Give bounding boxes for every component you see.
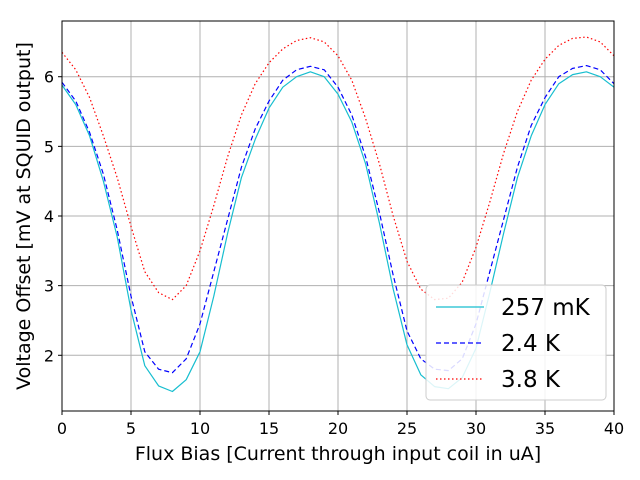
series-line-257-mk — [61, 71, 615, 393]
legend-label-2-4-k: 2.4 K — [501, 331, 561, 357]
legend-label-257-mk: 257 mK — [501, 295, 591, 321]
y-tick-label: 6 — [44, 68, 54, 87]
legend-label-3-8-k: 3.8 K — [501, 367, 561, 393]
series-line-2-4-k — [61, 64, 615, 374]
y-tick-label: 5 — [44, 137, 54, 156]
x-tick-label: 30 — [466, 419, 486, 438]
series-lines — [61, 36, 615, 393]
x-tick-label: 25 — [397, 419, 417, 438]
legend-items: 257 mK 2.4 K 3.8 K — [436, 295, 591, 393]
x-axis-title: Flux Bias [Current through input coil in… — [135, 443, 541, 465]
y-tick-label: 4 — [44, 207, 54, 226]
x-tick-label: 20 — [328, 419, 348, 438]
y-tick-label: 3 — [44, 277, 54, 296]
series-line-3-8-k — [61, 36, 615, 301]
y-tick-label: 2 — [44, 346, 54, 365]
x-tick-label: 0 — [57, 419, 67, 438]
x-tick-label: 15 — [259, 419, 279, 438]
axis-ticks: 0 5 10 15 20 25 30 35 40 2 3 4 5 6 — [44, 68, 624, 438]
y-axis-title: Voltage Offset [mV at SQUID output] — [13, 42, 35, 390]
x-tick-label: 5 — [126, 419, 136, 438]
x-tick-label: 40 — [604, 419, 624, 438]
x-tick-label: 10 — [190, 419, 210, 438]
x-tick-label: 35 — [535, 419, 555, 438]
legend-box — [425, 284, 607, 401]
legend: 257 mK 2.4 K 3.8 K — [425, 284, 607, 401]
